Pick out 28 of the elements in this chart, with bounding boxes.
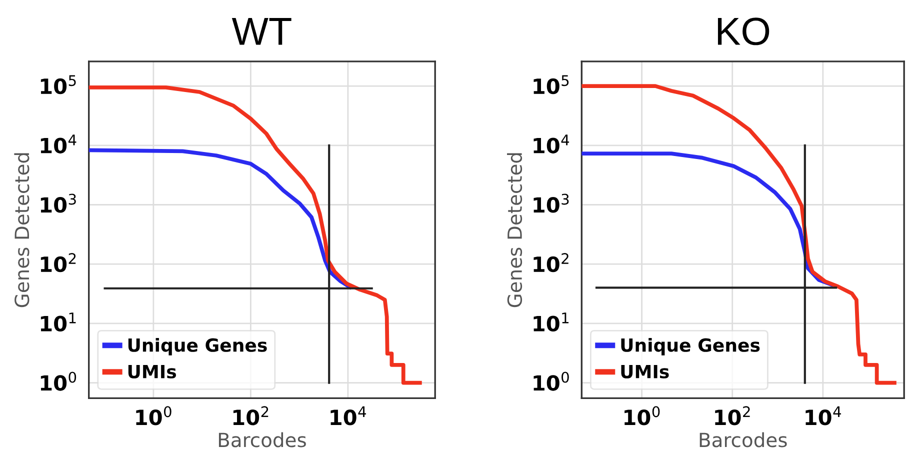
x-tick-label: 10$^{0}$ xyxy=(136,406,172,426)
legend-label: Unique Genes xyxy=(621,338,760,356)
y-tick-label: 10$^{3}$ xyxy=(534,194,569,213)
chart-title: WT xyxy=(232,18,292,45)
chart-title: KO xyxy=(718,18,770,46)
legend-label: Unique Genes xyxy=(128,338,267,356)
x-axis-title: Barcodes xyxy=(700,432,787,448)
y-tick-label: 10$^{5}$ xyxy=(40,75,76,94)
legend-label: UMIs xyxy=(128,365,176,378)
y-axis-title: Genes Detected xyxy=(507,153,522,308)
legend-label: UMIs xyxy=(621,365,669,378)
x-tick-label: 10$^{2}$ xyxy=(233,406,268,426)
x-axis-title: Barcodes xyxy=(218,432,306,448)
y-tick-label: 10$^{0}$ xyxy=(40,372,76,391)
y-tick-label: 10$^{2}$ xyxy=(40,253,76,272)
x-tick-label: 10$^{4}$ xyxy=(806,406,841,426)
y-tick-label: 10$^{4}$ xyxy=(40,134,76,154)
y-tick-label: 10$^{5}$ xyxy=(534,75,569,94)
y-tick-label: 10$^{4}$ xyxy=(534,134,570,154)
x-tick-label: 10$^{0}$ xyxy=(624,406,660,426)
y-tick-label: 10$^{1}$ xyxy=(40,312,76,332)
y-tick-label: 10$^{0}$ xyxy=(534,372,569,391)
y-axis-title: Genes Detected xyxy=(14,153,30,308)
y-tick-label: 10$^{2}$ xyxy=(534,253,568,272)
y-tick-label: 10$^{1}$ xyxy=(534,312,569,332)
y-tick-label: 10$^{3}$ xyxy=(40,194,76,213)
x-tick-label: 10$^{4}$ xyxy=(330,406,366,426)
x-tick-label: 10$^{2}$ xyxy=(715,406,750,426)
